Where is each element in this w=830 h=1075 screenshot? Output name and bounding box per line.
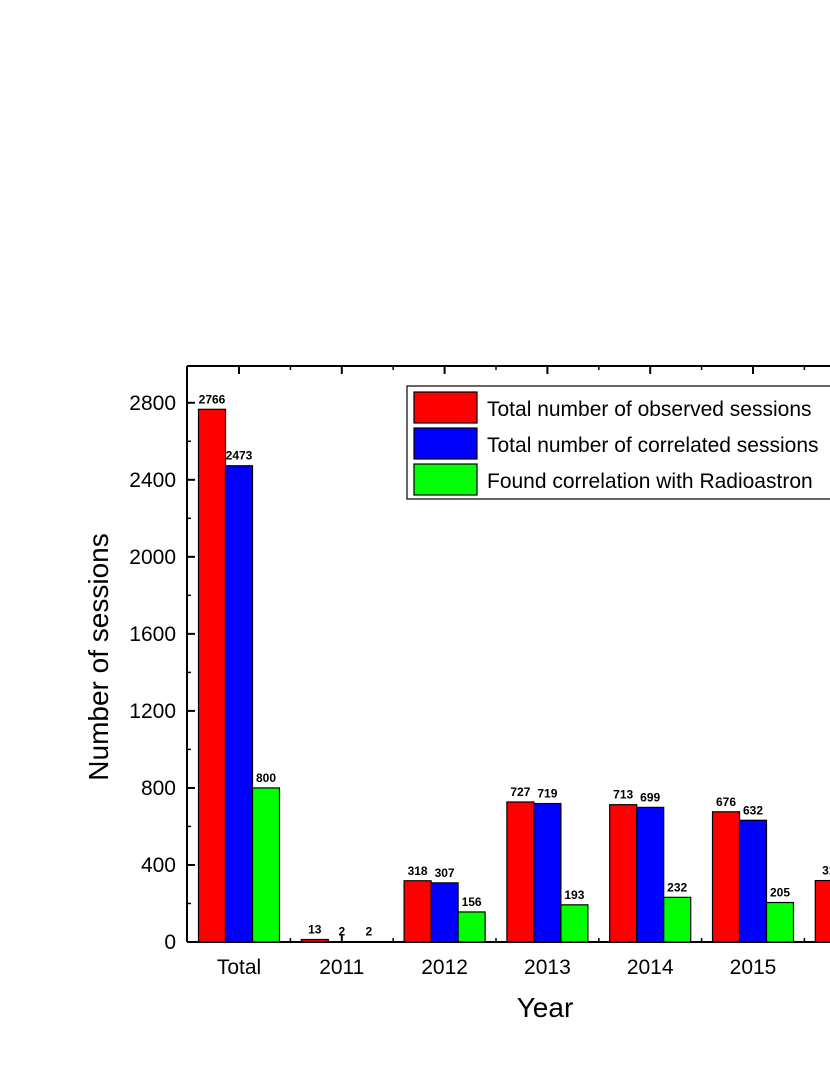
bar-value-label: 676 bbox=[716, 795, 736, 809]
bar-value-label: 2 bbox=[365, 925, 372, 939]
bar-value-label: 727 bbox=[510, 785, 530, 799]
bar-1-2014 bbox=[609, 804, 638, 943]
legend-label-3: Found correlation with Radioastron bbox=[487, 470, 813, 493]
legend-swatch-3 bbox=[413, 463, 478, 496]
y-tick-label: 2800 bbox=[129, 392, 176, 415]
bar-value-label: 719 bbox=[537, 787, 557, 801]
bar-value-label: 632 bbox=[743, 803, 763, 817]
bar-value-label: 156 bbox=[462, 895, 482, 909]
bar-value-label: 13 bbox=[308, 922, 322, 936]
bar-value-label: 307 bbox=[435, 866, 455, 880]
bar-1-2012 bbox=[403, 880, 432, 943]
bar-2-Total bbox=[224, 465, 254, 943]
bar-1-2011 bbox=[300, 938, 329, 943]
value-labels: 2766 13 318 727 713 676 31 2473 2 307 719 699 632 800… bbox=[199, 392, 830, 938]
x-tick-label: Total bbox=[217, 956, 261, 979]
bar-3-2015 bbox=[765, 901, 795, 943]
bar-value-label: 205 bbox=[770, 886, 790, 900]
y-tick-label: 2400 bbox=[129, 469, 176, 492]
x-axis: Total 2011 2012 2013 2014 2015 2 bbox=[217, 366, 806, 979]
bar-3-Total bbox=[251, 787, 281, 943]
bar-3-2012 bbox=[457, 911, 486, 943]
bar-value-label: 2 bbox=[338, 925, 345, 939]
x-tick-label: 2012 bbox=[421, 956, 468, 979]
bar-2-2015 bbox=[738, 819, 768, 943]
y-tick-label: 800 bbox=[141, 777, 176, 800]
bar-2-2013 bbox=[533, 802, 562, 943]
bar-value-label: 232 bbox=[667, 880, 687, 894]
bar-value-label: 2473 bbox=[226, 449, 253, 463]
y-tick-label: 0 bbox=[164, 931, 176, 954]
bar-3-2011 bbox=[354, 941, 383, 943]
bar-value-label: 31 bbox=[822, 864, 830, 878]
legend: Total number of observed sessions Total n… bbox=[406, 385, 830, 500]
y-tick-label: 1600 bbox=[129, 623, 176, 646]
y-tick-label: 1200 bbox=[129, 700, 176, 723]
bar-2-2011 bbox=[327, 941, 356, 943]
x-axis-title: Year bbox=[517, 992, 574, 1023]
bar-1-2015 bbox=[711, 811, 741, 943]
x-tick-label: 2015 bbox=[730, 956, 777, 979]
x-tick-label: 2013 bbox=[524, 956, 571, 979]
y-axis: 0 400 800 1200 1600 2000 2400 2800 bbox=[129, 392, 195, 954]
x-tick-label: 2011 bbox=[319, 956, 364, 979]
bar-1-2016 bbox=[814, 879, 830, 943]
bar-value-label: 699 bbox=[640, 790, 660, 804]
bar-value-label: 2766 bbox=[199, 392, 226, 406]
bar-3-2013 bbox=[560, 904, 589, 943]
y-axis-title: Number of sessions bbox=[83, 533, 114, 780]
bar-2-2014 bbox=[636, 806, 665, 943]
bar-1-Total bbox=[197, 408, 227, 943]
x-tick-label: 2014 bbox=[627, 956, 674, 979]
bar-value-label: 800 bbox=[256, 771, 276, 785]
y-tick-label: 400 bbox=[141, 854, 176, 877]
y-tick-label: 2000 bbox=[129, 546, 176, 569]
bar-1-2013 bbox=[506, 801, 535, 943]
legend-swatch-2 bbox=[413, 427, 478, 460]
legend-label-1: Total number of observed sessions bbox=[487, 398, 812, 421]
bars bbox=[197, 408, 830, 943]
bar-2-2012 bbox=[430, 882, 459, 943]
bar-value-label: 318 bbox=[408, 864, 428, 878]
legend-swatch-1 bbox=[413, 391, 478, 424]
bar-value-label: 713 bbox=[613, 788, 633, 802]
bar-3-2014 bbox=[663, 896, 692, 943]
bar-value-label: 193 bbox=[564, 888, 584, 902]
legend-label-2: Total number of correlated sessions bbox=[487, 434, 819, 457]
